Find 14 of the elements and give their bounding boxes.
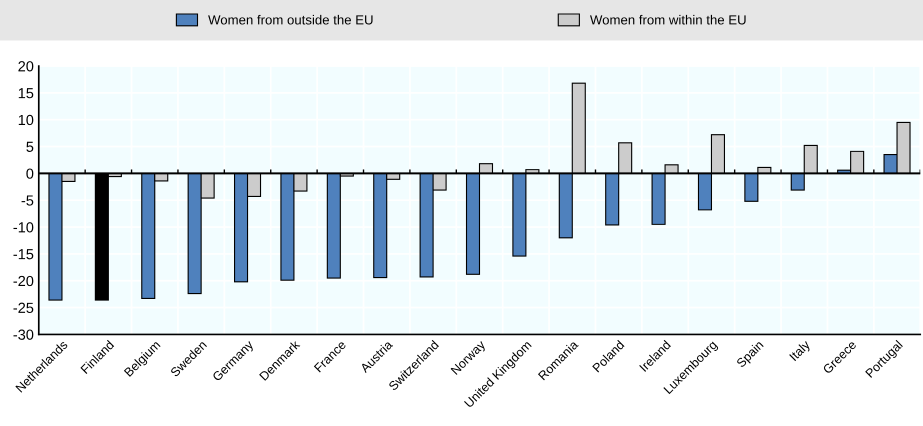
y-tick-label: 15 bbox=[18, 88, 34, 98]
y-tick-label: 5 bbox=[26, 142, 34, 152]
y-tick-label: -20 bbox=[13, 276, 34, 286]
y-tick-label: 0 bbox=[26, 168, 34, 179]
y-tick-label: -25 bbox=[13, 302, 34, 313]
legend-label: Women from within the EU bbox=[590, 14, 746, 25]
y-tick-label: -30 bbox=[13, 330, 34, 340]
legend-label: Women from outside the EU bbox=[208, 14, 373, 25]
y-tick-label: -5 bbox=[22, 195, 34, 206]
y-tick-label: 10 bbox=[18, 114, 34, 126]
y-tick-label: 20 bbox=[18, 61, 34, 72]
y-tick-label: -15 bbox=[13, 249, 34, 260]
x-tick-label: Italy bbox=[788, 339, 812, 363]
y-tick-label: -10 bbox=[13, 222, 34, 232]
